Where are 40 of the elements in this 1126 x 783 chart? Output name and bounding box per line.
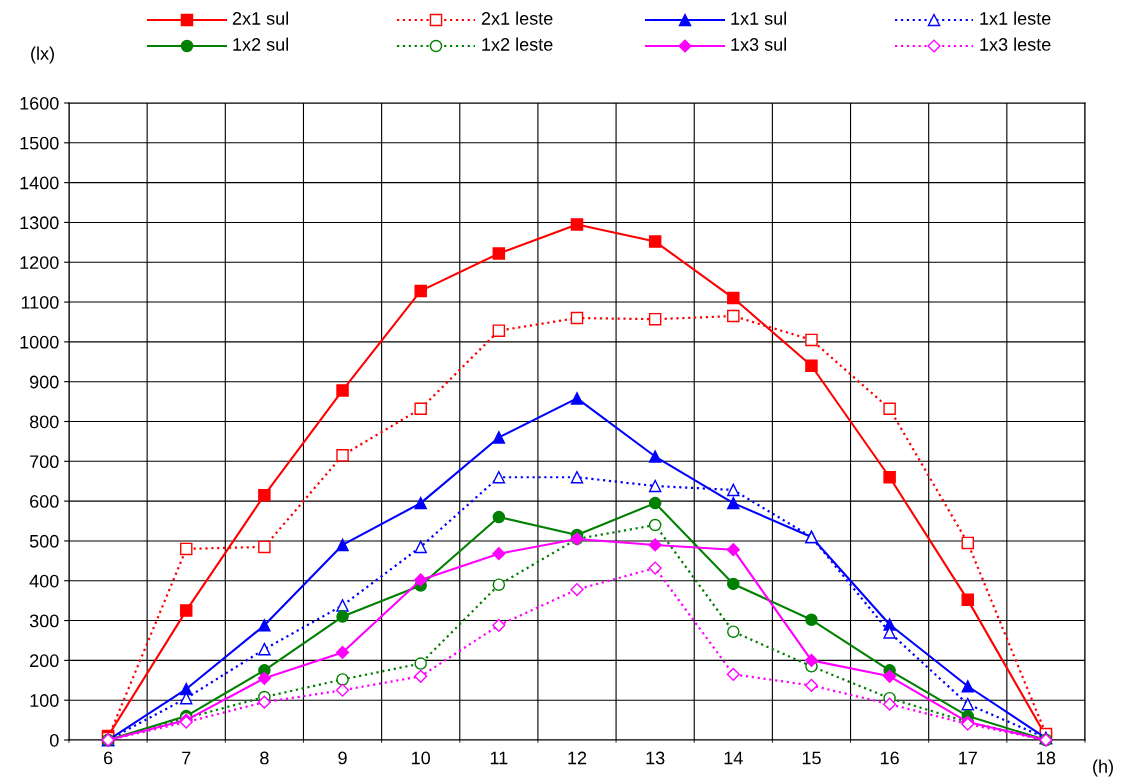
y-tick-label: 200 [30, 654, 59, 668]
y-tick-label: 600 [30, 495, 59, 508]
x-tick-label: 8 [260, 751, 269, 765]
x-tick-label: 12 [568, 751, 587, 765]
x-tick-label: 18 [1037, 751, 1056, 765]
x-tick-label: 15 [802, 751, 821, 765]
y-tick-label: 0 [49, 733, 59, 747]
y-tick-label: 500 [29, 534, 59, 548]
x-tick-label: 11 [490, 751, 508, 765]
legend-label: 2x1 leste [481, 11, 553, 25]
legend-label: 1x3 sul [731, 37, 786, 51]
y-tick-label: 800 [29, 415, 59, 429]
y-tick-label: 1500 [20, 136, 59, 150]
y-tick-label: 1600 [20, 96, 59, 110]
x-tick-label: 13 [646, 751, 665, 765]
y-axis-title: (lx) [31, 46, 54, 64]
y-tick-label: 400 [29, 574, 59, 588]
y-tick-label: 1400 [20, 176, 59, 190]
x-tick-label: 10 [412, 751, 431, 765]
x-tick-label: 14 [724, 751, 743, 765]
legend-label: 1x2 sul [233, 37, 288, 51]
legend-label: 2x1 sul [232, 11, 288, 25]
x-tick-label: 17 [959, 751, 977, 765]
y-tick-label: 1300 [20, 216, 59, 230]
legend-label: 1x2 leste [482, 37, 553, 51]
legend-label: 1x3 leste [980, 37, 1051, 51]
x-axis-title: (h) [1093, 759, 1113, 777]
legend-label: 1x1 sul [731, 11, 786, 25]
y-tick-label: 700 [30, 455, 59, 469]
y-tick-label: 1100 [21, 296, 59, 309]
legend-label: 1x1 leste [980, 11, 1051, 25]
y-tick-label: 300 [29, 614, 59, 628]
x-tick-label: 6 [103, 751, 113, 765]
x-tick-label: 9 [338, 751, 347, 765]
y-tick-label: 1200 [20, 256, 59, 269]
x-tick-label: 16 [880, 751, 899, 765]
y-tick-label: 900 [30, 375, 59, 389]
x-tick-label: 7 [182, 751, 191, 765]
y-tick-label: 1000 [20, 335, 59, 349]
y-tick-label: 100 [30, 694, 59, 707]
